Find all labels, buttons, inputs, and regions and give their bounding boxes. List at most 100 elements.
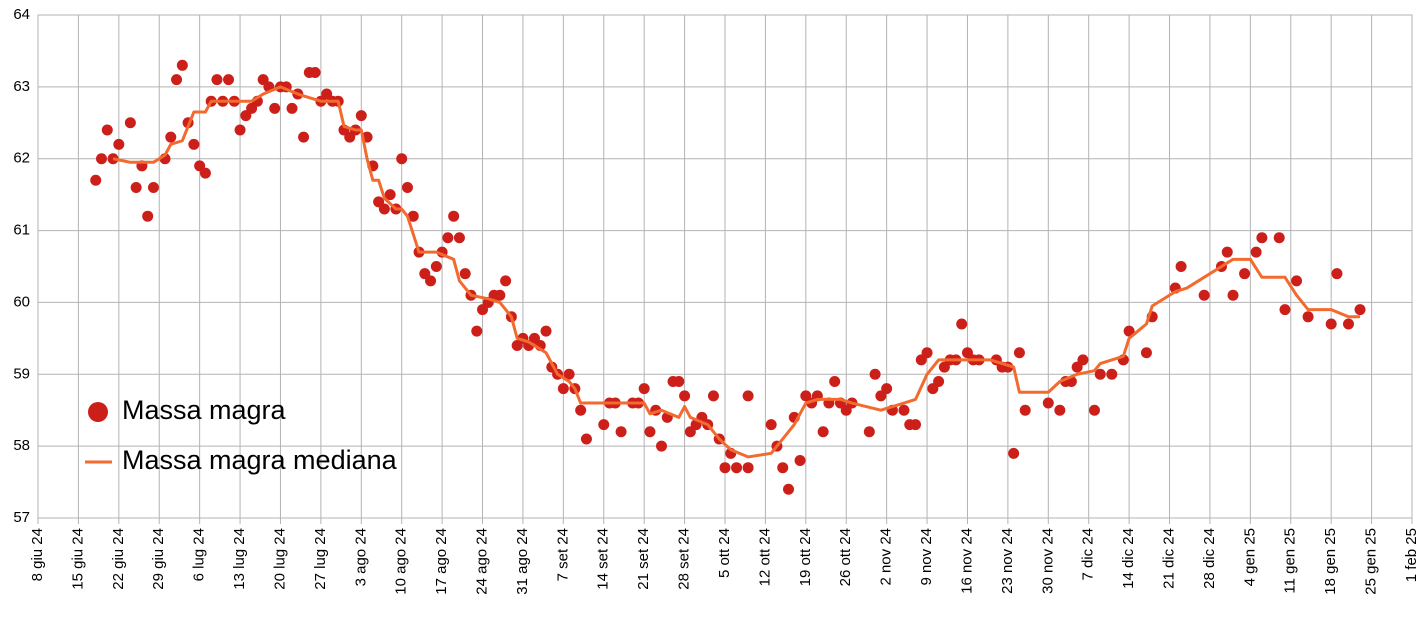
legend-label: Massa magra mediana xyxy=(122,445,398,475)
point xyxy=(794,455,806,467)
point xyxy=(113,138,125,150)
x-tick-label: 27 lug 24 xyxy=(312,528,329,590)
x-tick-label: 13 lug 24 xyxy=(231,528,248,590)
point xyxy=(1227,289,1239,301)
point xyxy=(176,59,188,71)
x-tick-label: 1 feb 25 xyxy=(1403,528,1420,582)
x-tick-label: 6 lug 24 xyxy=(191,528,208,581)
point xyxy=(765,419,777,431)
point xyxy=(1106,368,1118,380)
legend-marker xyxy=(88,402,108,422)
point xyxy=(644,426,656,438)
x-tick-label: 3 ago 24 xyxy=(352,528,369,586)
point xyxy=(707,390,719,402)
x-tick-label: 24 ago 24 xyxy=(473,528,490,595)
point xyxy=(655,440,667,452)
x-tick-label: 23 nov 24 xyxy=(999,528,1016,594)
point xyxy=(580,433,592,445)
x-tick-label: 28 dic 24 xyxy=(1201,528,1218,589)
point xyxy=(124,117,136,129)
point xyxy=(679,390,691,402)
point xyxy=(96,153,108,165)
point xyxy=(147,181,159,193)
point xyxy=(1019,404,1031,416)
y-tick-label: 61 xyxy=(13,222,30,239)
x-tick-label: 4 gen 25 xyxy=(1241,528,1258,586)
point xyxy=(425,275,437,287)
x-tick-label: 2 nov 24 xyxy=(878,528,895,586)
x-tick-label: 11 gen 25 xyxy=(1282,528,1299,594)
line xyxy=(112,85,1361,459)
x-tick-label: 8 giu 24 xyxy=(29,528,46,581)
x-tick-label: 5 ott 24 xyxy=(716,528,733,578)
point xyxy=(309,66,321,78)
point xyxy=(1008,447,1020,459)
point xyxy=(615,426,627,438)
point xyxy=(223,74,235,86)
point xyxy=(731,462,743,474)
x-tick-label: 29 giu 24 xyxy=(150,528,167,590)
point xyxy=(355,110,367,122)
point xyxy=(1273,232,1285,244)
point xyxy=(286,102,298,114)
point xyxy=(933,375,945,387)
point xyxy=(407,210,419,222)
point xyxy=(378,203,390,215)
point xyxy=(401,181,413,193)
point xyxy=(817,426,829,438)
x-tick-label: 28 set 24 xyxy=(676,528,693,590)
point xyxy=(442,232,454,244)
point xyxy=(1331,268,1343,280)
point xyxy=(1325,318,1337,330)
x-tick-label: 10 ago 24 xyxy=(393,528,410,595)
y-tick-label: 64 xyxy=(13,6,30,23)
point xyxy=(1354,304,1366,316)
point xyxy=(459,268,471,280)
point xyxy=(1239,268,1251,280)
point xyxy=(1123,325,1135,337)
point xyxy=(1342,318,1354,330)
point xyxy=(1256,232,1268,244)
point xyxy=(742,462,754,474)
point xyxy=(142,210,154,222)
point xyxy=(742,390,754,402)
point xyxy=(269,102,281,114)
point xyxy=(1088,404,1100,416)
x-tick-label: 14 dic 24 xyxy=(1120,528,1137,589)
point xyxy=(1198,289,1210,301)
point xyxy=(211,74,223,86)
point xyxy=(863,426,875,438)
point xyxy=(638,383,650,395)
point xyxy=(298,131,310,143)
x-tick-label: 16 nov 24 xyxy=(958,528,975,594)
point xyxy=(1175,261,1187,272)
x-tick-label: 17 ago 24 xyxy=(433,528,450,595)
point xyxy=(90,174,102,186)
point xyxy=(881,383,893,395)
y-tick-label: 62 xyxy=(13,150,30,167)
point xyxy=(1279,304,1291,316)
x-tick-label: 9 nov 24 xyxy=(918,528,935,586)
point xyxy=(130,181,142,193)
x-tick-label: 21 set 24 xyxy=(635,528,652,590)
point xyxy=(101,124,113,136)
point xyxy=(448,210,460,222)
y-tick-label: 58 xyxy=(13,437,30,454)
point xyxy=(188,138,200,150)
point xyxy=(384,189,396,201)
x-tick-label: 7 set 24 xyxy=(554,528,571,581)
x-tick-label: 14 set 24 xyxy=(595,528,612,590)
point xyxy=(869,368,881,380)
point xyxy=(471,325,483,337)
x-tick-label: 15 giu 24 xyxy=(69,528,86,590)
point xyxy=(1302,311,1314,323)
point xyxy=(719,462,731,474)
point xyxy=(921,347,933,359)
x-tick-label: 31 ago 24 xyxy=(514,528,531,595)
point xyxy=(1221,246,1233,258)
point xyxy=(956,318,968,330)
point xyxy=(783,483,795,495)
x-tick-label: 19 ott 24 xyxy=(797,528,814,586)
point xyxy=(829,375,841,387)
